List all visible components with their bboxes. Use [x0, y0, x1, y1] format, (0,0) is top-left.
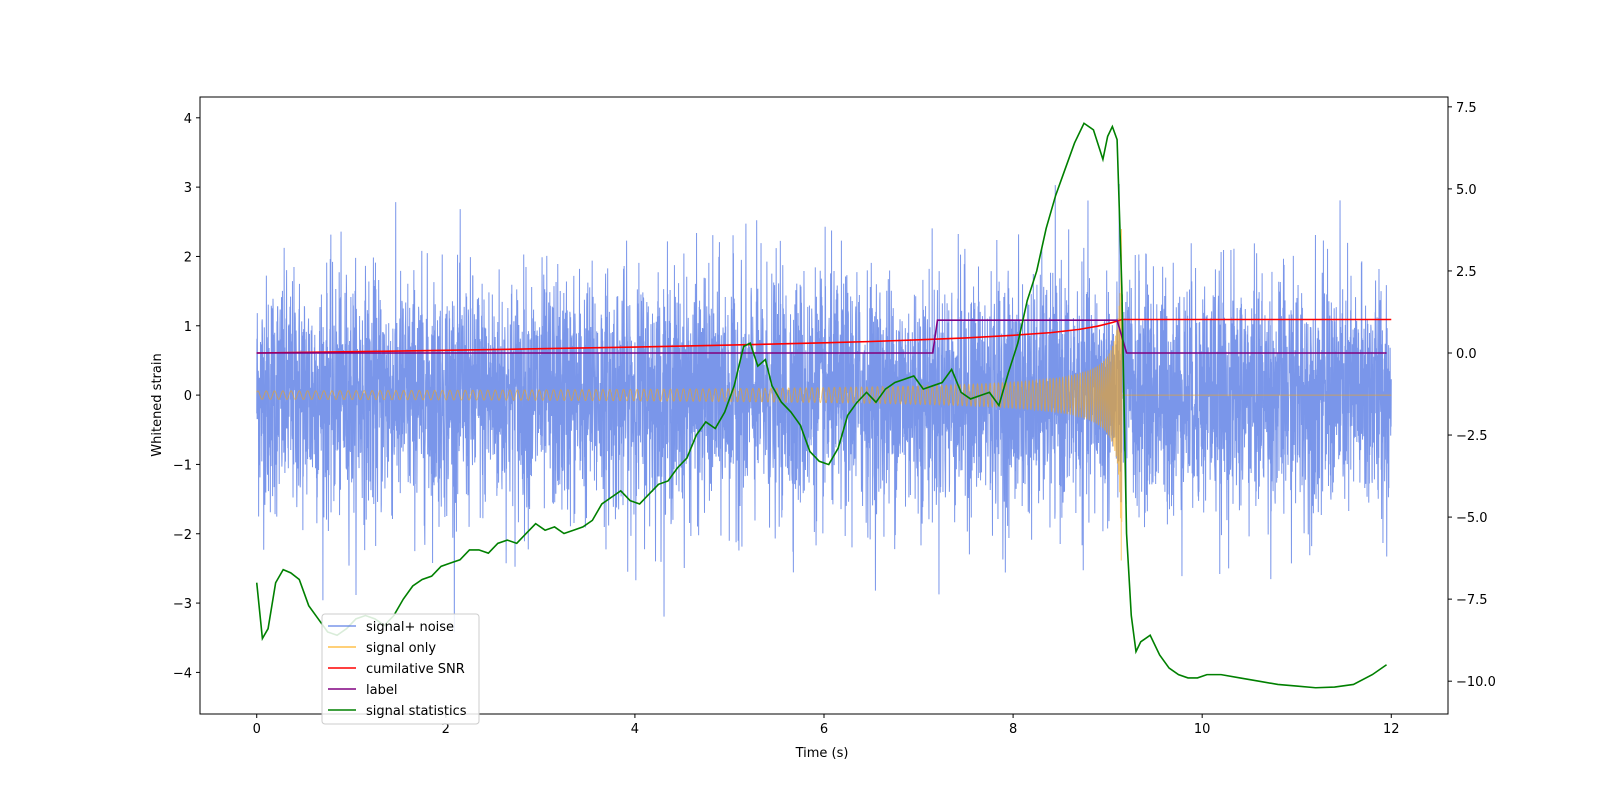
y-tick-label: −3 [173, 597, 192, 612]
x-tick-label: 4 [631, 722, 639, 737]
y-axis-right: 7.5 5.0 2.5 0.0 −2.5 −5.0 −7.5 −10.0 [1448, 101, 1496, 690]
series-signal-noise-line [256, 183, 1392, 633]
y2-tick-label: 2.5 [1456, 265, 1477, 280]
series-signal-only-line [256, 229, 1392, 561]
y2-tick-label: −7.5 [1456, 593, 1488, 608]
legend-box [321, 613, 480, 725]
legend-label: signal+ noise [366, 620, 454, 635]
x-tick-label: 0 [253, 722, 261, 737]
series-cumilative-snr-line [256, 318, 1392, 354]
series-layer [255, 122, 1392, 689]
x-tick-label: 12 [1383, 722, 1400, 737]
y2-tick-label: 5.0 [1456, 183, 1477, 198]
y2-tick-label: −10.0 [1456, 675, 1496, 690]
y-tick-label: 4 [184, 112, 192, 127]
legend-label: signal only [366, 641, 436, 656]
x-axis-label: Time (s) [795, 746, 849, 761]
x-tick-label: 10 [1194, 722, 1211, 737]
series-label-line [256, 319, 1387, 354]
legend-label: signal statistics [366, 704, 467, 719]
x-tick-label: 8 [1009, 722, 1017, 737]
legend: signal+ noise signal only cumilative SNR la… [321, 613, 480, 725]
y2-tick-label: −5.0 [1456, 511, 1488, 526]
y-tick-label: 0 [184, 389, 192, 404]
y2-tick-label: 0.0 [1456, 347, 1477, 362]
y2-tick-label: 7.5 [1456, 101, 1477, 116]
y-tick-label: 3 [184, 181, 192, 196]
y-tick-label: −4 [173, 666, 192, 681]
x-tick-label: 2 [442, 722, 450, 737]
y-axis-label: Whitened strain [150, 353, 165, 456]
y-tick-label: 2 [184, 250, 192, 265]
y-tick-label: −2 [173, 528, 192, 543]
y-tick-label: −1 [173, 458, 192, 473]
y2-tick-label: −2.5 [1456, 429, 1488, 444]
x-tick-label: 6 [820, 722, 828, 737]
legend-label: cumilative SNR [366, 662, 465, 677]
y-tick-label: 1 [184, 320, 192, 335]
legend-label: label [366, 683, 397, 698]
y-axis-left: 4 3 2 1 0 −1 −2 −3 −4 [173, 112, 200, 681]
series-signal-statistics-line [255, 122, 1388, 689]
